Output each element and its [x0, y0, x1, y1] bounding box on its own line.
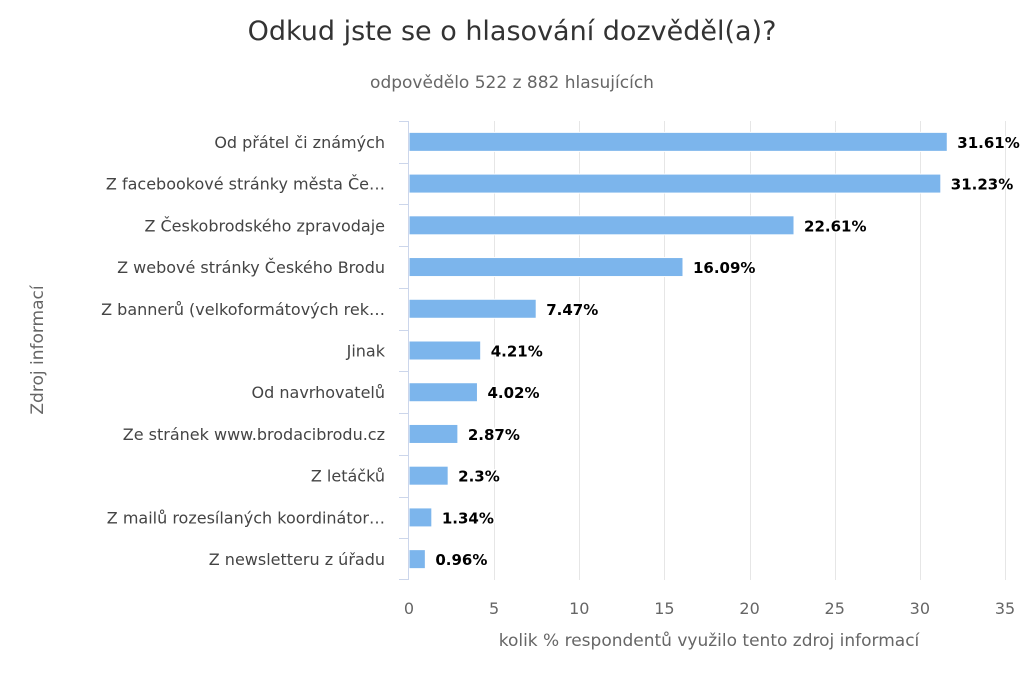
- data-label: 2.87%: [468, 426, 520, 444]
- category-label: Z newsletteru z úřadu: [209, 550, 385, 569]
- data-label: 4.21%: [491, 343, 543, 361]
- data-label: 22.61%: [804, 217, 866, 235]
- data-label: 7.47%: [546, 301, 598, 319]
- x-tick-label: 15: [654, 599, 674, 618]
- bar[interactable]: [408, 131, 948, 152]
- bar[interactable]: [408, 465, 449, 486]
- y-axis-title: Zdroj informací: [28, 284, 48, 414]
- data-label: 0.96%: [435, 551, 487, 569]
- x-tick-label: 5: [489, 599, 499, 618]
- data-label: 1.34%: [442, 509, 494, 527]
- category-label: Z mailů rozesílaných koordinátor…: [107, 508, 385, 527]
- x-axis-title: kolik % respondentů využilo tento zdroj …: [499, 631, 921, 651]
- chart-subtitle: odpovědělo 522 z 882 hlasujících: [370, 73, 654, 93]
- x-tick-label: 20: [739, 599, 759, 618]
- category-label: Jinak: [346, 342, 386, 361]
- data-label: 2.3%: [458, 468, 500, 486]
- category-label: Z webové stránky Českého Brodu: [117, 258, 385, 277]
- data-label: 4.02%: [487, 384, 539, 402]
- bar[interactable]: [408, 340, 482, 361]
- bars: [408, 131, 948, 570]
- x-tick-label: 30: [910, 599, 930, 618]
- bar[interactable]: [408, 382, 478, 403]
- bar[interactable]: [408, 549, 426, 570]
- category-label: Od navrhovatelů: [252, 383, 385, 402]
- category-label: Z bannerů (velkoformátových rek…: [101, 300, 385, 319]
- bar[interactable]: [408, 215, 795, 236]
- bar[interactable]: [408, 507, 433, 528]
- labels: 0 5 10 15 20 25 30 35 Od přátel či známých 31.61%…: [101, 132, 1021, 618]
- chart-title: Odkud jste se o hlasování dozvěděl(a)?: [248, 16, 777, 47]
- x-tick-label: 35: [995, 599, 1015, 618]
- category-label: Z facebookové stránky města Če…: [106, 175, 385, 194]
- axes: [399, 121, 409, 580]
- bar[interactable]: [408, 298, 537, 319]
- category-label: Z Českobrodského zpravodaje: [144, 216, 385, 235]
- data-label: 31.61%: [957, 134, 1019, 152]
- category-label: Z letáčků: [311, 467, 385, 486]
- bar[interactable]: [408, 257, 684, 278]
- category-label: Ze stránek www.brodacibrodu.cz: [123, 425, 385, 444]
- x-tick-label: 10: [569, 599, 589, 618]
- bar[interactable]: [408, 423, 459, 444]
- bar[interactable]: [408, 173, 942, 194]
- gridlines: [494, 121, 1006, 580]
- x-tick-label: 0: [404, 599, 414, 618]
- category-label: Od přátel či známých: [214, 133, 385, 152]
- x-tick-label: 25: [825, 599, 845, 618]
- data-label: 31.23%: [951, 176, 1013, 194]
- data-label: 16.09%: [693, 259, 755, 277]
